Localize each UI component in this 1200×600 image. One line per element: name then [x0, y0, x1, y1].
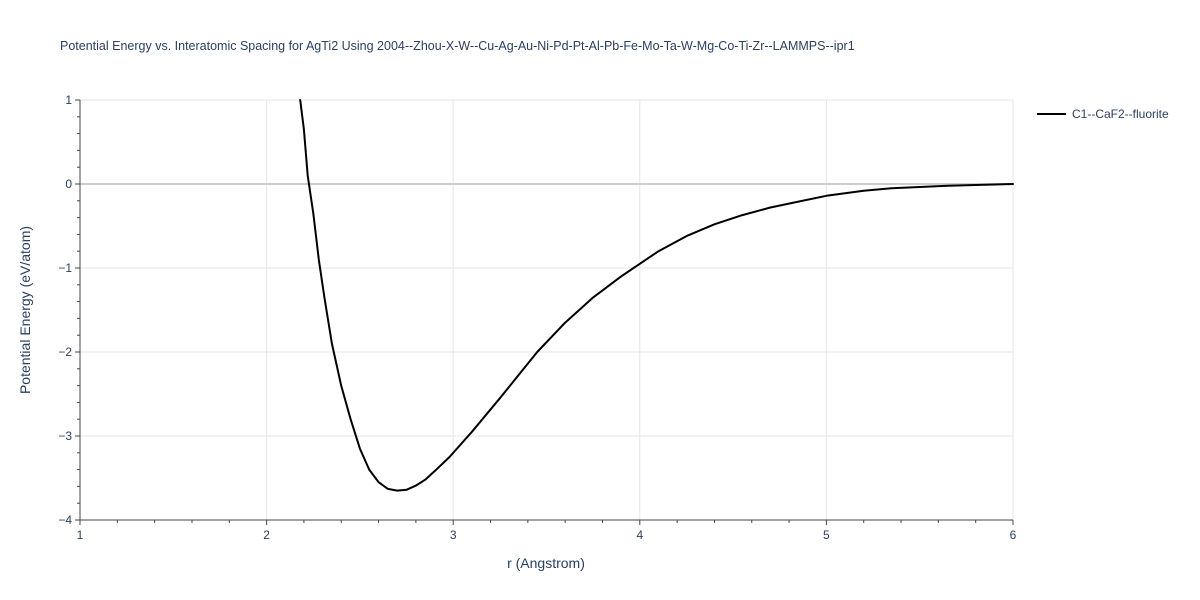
- series-line: [299, 99, 1014, 492]
- x-tick-label: 6: [1010, 528, 1017, 542]
- grid-lines: [80, 99, 1014, 520]
- x-tick-labels: 1 2 3 4 5 6: [77, 528, 1017, 542]
- plot-area: [299, 99, 1014, 492]
- y-tick-label: −1: [58, 261, 72, 275]
- legend[interactable]: C1--CaF2--fluorite: [1037, 107, 1169, 121]
- y-tick-label: −3: [58, 429, 72, 443]
- x-tick-label: 2: [263, 528, 270, 542]
- y-axis-title: Potential Energy (eV/atom): [17, 226, 33, 394]
- legend-label: C1--CaF2--fluorite: [1072, 107, 1169, 121]
- x-tick-label: 4: [636, 528, 643, 542]
- y-tick-label: −4: [58, 513, 72, 527]
- y-tick-label: 0: [65, 177, 72, 191]
- y-tick-labels: 1 0 −1 −2 −3 −4: [58, 93, 72, 527]
- x-tick-label: 1: [77, 528, 84, 542]
- x-tick-label: 5: [823, 528, 830, 542]
- y-tick-label: 1: [65, 93, 72, 107]
- x-tick-label: 3: [450, 528, 457, 542]
- x-axis-title: r (Angstrom): [507, 555, 585, 571]
- y-tick-label: −2: [58, 345, 72, 359]
- axes: [75, 99, 1014, 525]
- chart-title: Potential Energy vs. Interatomic Spacing…: [60, 39, 855, 53]
